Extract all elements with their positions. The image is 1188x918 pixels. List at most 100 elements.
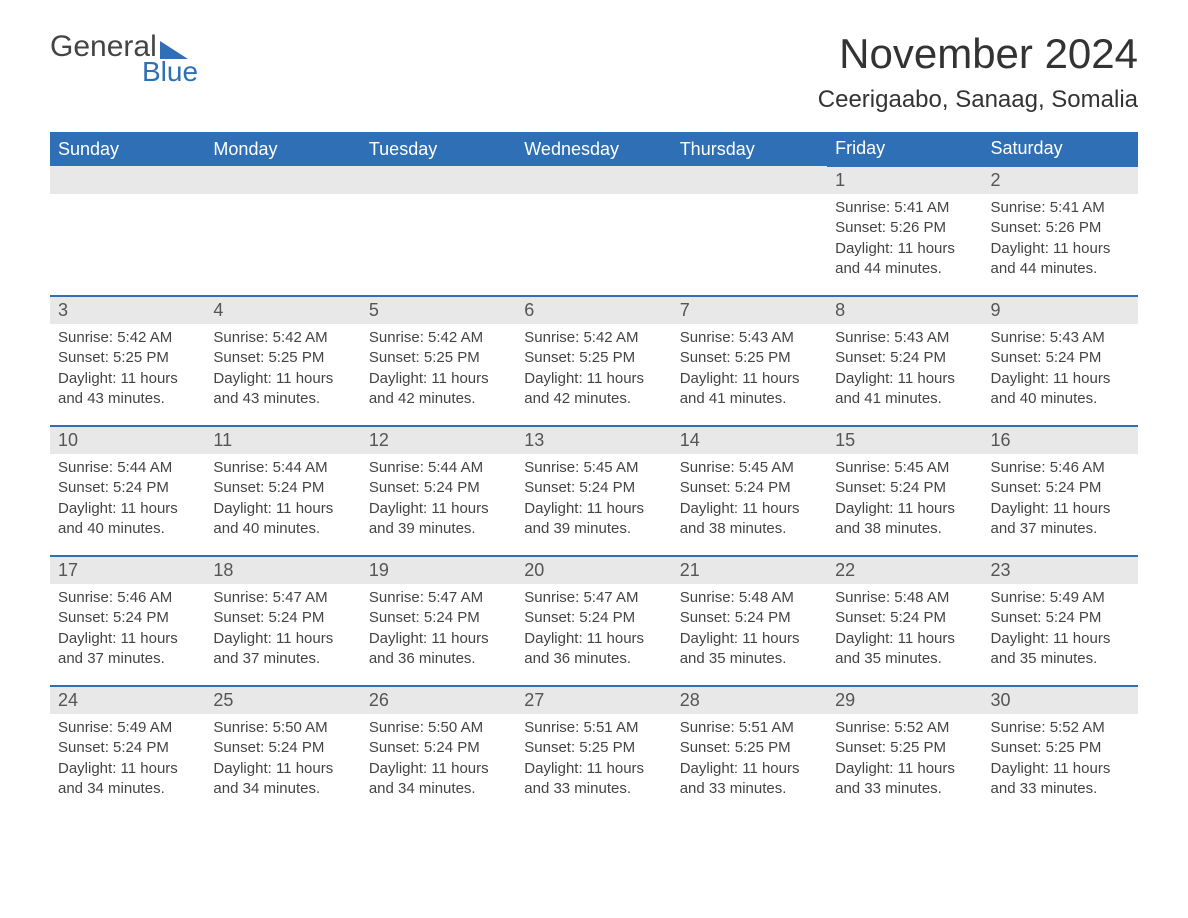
day-details: Sunrise: 5:48 AMSunset: 5:24 PMDaylight:… [827,584,982,673]
daylight-line: Daylight: 11 hours and 35 minutes. [680,629,819,670]
sunset-line: Sunset: 5:24 PM [524,608,663,628]
calendar-day-cell: 19Sunrise: 5:47 AMSunset: 5:24 PMDayligh… [361,556,516,686]
day-details: Sunrise: 5:43 AMSunset: 5:25 PMDaylight:… [672,324,827,413]
day-number: 28 [672,687,827,714]
daylight-line: Daylight: 11 hours and 37 minutes. [58,629,197,670]
sunrise-line: Sunrise: 5:43 AM [991,328,1130,348]
day-number: 29 [827,687,982,714]
daylight-line: Daylight: 11 hours and 41 minutes. [680,369,819,410]
daylight-line: Daylight: 11 hours and 43 minutes. [58,369,197,410]
calendar-day-cell: 11Sunrise: 5:44 AMSunset: 5:24 PMDayligh… [205,426,360,556]
day-details: Sunrise: 5:46 AMSunset: 5:24 PMDaylight:… [50,584,205,673]
sunrise-line: Sunrise: 5:49 AM [58,718,197,738]
day-number: 12 [361,427,516,454]
calendar-day-cell: 17Sunrise: 5:46 AMSunset: 5:24 PMDayligh… [50,556,205,686]
day-number: 17 [50,557,205,584]
daylight-line: Daylight: 11 hours and 44 minutes. [991,239,1130,280]
daylight-line: Daylight: 11 hours and 39 minutes. [524,499,663,540]
sunset-line: Sunset: 5:24 PM [213,738,352,758]
sunset-line: Sunset: 5:26 PM [835,218,974,238]
day-number: 23 [983,557,1138,584]
sunrise-line: Sunrise: 5:43 AM [835,328,974,348]
sunset-line: Sunset: 5:24 PM [58,478,197,498]
daylight-line: Daylight: 11 hours and 44 minutes. [835,239,974,280]
calendar-day-cell: 26Sunrise: 5:50 AMSunset: 5:24 PMDayligh… [361,686,516,816]
calendar-day-cell: 12Sunrise: 5:44 AMSunset: 5:24 PMDayligh… [361,426,516,556]
sunset-line: Sunset: 5:26 PM [991,218,1130,238]
day-details: Sunrise: 5:43 AMSunset: 5:24 PMDaylight:… [983,324,1138,413]
calendar-day-cell: 5Sunrise: 5:42 AMSunset: 5:25 PMDaylight… [361,296,516,426]
day-number: 24 [50,687,205,714]
day-number-empty [205,166,360,194]
day-number: 11 [205,427,360,454]
sunrise-line: Sunrise: 5:46 AM [991,458,1130,478]
daylight-line: Daylight: 11 hours and 42 minutes. [524,369,663,410]
day-details: Sunrise: 5:42 AMSunset: 5:25 PMDaylight:… [50,324,205,413]
sunrise-line: Sunrise: 5:47 AM [213,588,352,608]
sunrise-line: Sunrise: 5:47 AM [369,588,508,608]
day-details: Sunrise: 5:42 AMSunset: 5:25 PMDaylight:… [361,324,516,413]
sunrise-line: Sunrise: 5:48 AM [835,588,974,608]
sunset-line: Sunset: 5:25 PM [369,348,508,368]
title-block: November 2024 Ceerigaabo, Sanaag, Somali… [818,30,1138,114]
calendar-day-cell [672,166,827,296]
daylight-line: Daylight: 11 hours and 36 minutes. [524,629,663,670]
calendar-day-cell: 27Sunrise: 5:51 AMSunset: 5:25 PMDayligh… [516,686,671,816]
sunrise-line: Sunrise: 5:48 AM [680,588,819,608]
day-number: 13 [516,427,671,454]
daylight-line: Daylight: 11 hours and 33 minutes. [680,759,819,800]
day-number: 15 [827,427,982,454]
calendar-day-cell [361,166,516,296]
sunset-line: Sunset: 5:24 PM [991,348,1130,368]
day-number-empty [516,166,671,194]
calendar-week-row: 3Sunrise: 5:42 AMSunset: 5:25 PMDaylight… [50,296,1138,426]
calendar-day-cell: 23Sunrise: 5:49 AMSunset: 5:24 PMDayligh… [983,556,1138,686]
daylight-line: Daylight: 11 hours and 36 minutes. [369,629,508,670]
day-details: Sunrise: 5:48 AMSunset: 5:24 PMDaylight:… [672,584,827,673]
day-details: Sunrise: 5:41 AMSunset: 5:26 PMDaylight:… [983,194,1138,283]
sunset-line: Sunset: 5:25 PM [58,348,197,368]
daylight-line: Daylight: 11 hours and 35 minutes. [835,629,974,670]
daylight-line: Daylight: 11 hours and 34 minutes. [369,759,508,800]
sunrise-line: Sunrise: 5:49 AM [991,588,1130,608]
weekday-header: Thursday [672,132,827,166]
sunset-line: Sunset: 5:25 PM [213,348,352,368]
calendar-day-cell: 7Sunrise: 5:43 AMSunset: 5:25 PMDaylight… [672,296,827,426]
day-details: Sunrise: 5:44 AMSunset: 5:24 PMDaylight:… [205,454,360,543]
sunset-line: Sunset: 5:24 PM [58,738,197,758]
day-number: 20 [516,557,671,584]
sunrise-line: Sunrise: 5:43 AM [680,328,819,348]
day-number: 9 [983,297,1138,324]
sunrise-line: Sunrise: 5:51 AM [524,718,663,738]
calendar-day-cell: 20Sunrise: 5:47 AMSunset: 5:24 PMDayligh… [516,556,671,686]
sunset-line: Sunset: 5:24 PM [369,738,508,758]
header: General Blue November 2024 Ceerigaabo, S… [50,30,1138,114]
sunset-line: Sunset: 5:24 PM [835,348,974,368]
daylight-line: Daylight: 11 hours and 39 minutes. [369,499,508,540]
day-details: Sunrise: 5:50 AMSunset: 5:24 PMDaylight:… [205,714,360,803]
day-details: Sunrise: 5:42 AMSunset: 5:25 PMDaylight:… [205,324,360,413]
brand-text-1: General [50,30,157,64]
sunset-line: Sunset: 5:24 PM [680,478,819,498]
calendar-day-cell: 28Sunrise: 5:51 AMSunset: 5:25 PMDayligh… [672,686,827,816]
sunset-line: Sunset: 5:24 PM [835,608,974,628]
calendar-day-cell: 3Sunrise: 5:42 AMSunset: 5:25 PMDaylight… [50,296,205,426]
weekday-header: Tuesday [361,132,516,166]
sunrise-line: Sunrise: 5:45 AM [835,458,974,478]
calendar-day-cell: 8Sunrise: 5:43 AMSunset: 5:24 PMDaylight… [827,296,982,426]
weekday-header-row: SundayMondayTuesdayWednesdayThursdayFrid… [50,132,1138,166]
day-number: 22 [827,557,982,584]
day-number: 26 [361,687,516,714]
day-details: Sunrise: 5:42 AMSunset: 5:25 PMDaylight:… [516,324,671,413]
day-details: Sunrise: 5:52 AMSunset: 5:25 PMDaylight:… [983,714,1138,803]
sunrise-line: Sunrise: 5:41 AM [835,198,974,218]
day-details: Sunrise: 5:44 AMSunset: 5:24 PMDaylight:… [50,454,205,543]
sunset-line: Sunset: 5:24 PM [835,478,974,498]
day-details: Sunrise: 5:50 AMSunset: 5:24 PMDaylight:… [361,714,516,803]
sunset-line: Sunset: 5:24 PM [991,478,1130,498]
sunrise-line: Sunrise: 5:50 AM [369,718,508,738]
day-number: 6 [516,297,671,324]
day-number: 3 [50,297,205,324]
calendar-week-row: 10Sunrise: 5:44 AMSunset: 5:24 PMDayligh… [50,426,1138,556]
day-number: 10 [50,427,205,454]
